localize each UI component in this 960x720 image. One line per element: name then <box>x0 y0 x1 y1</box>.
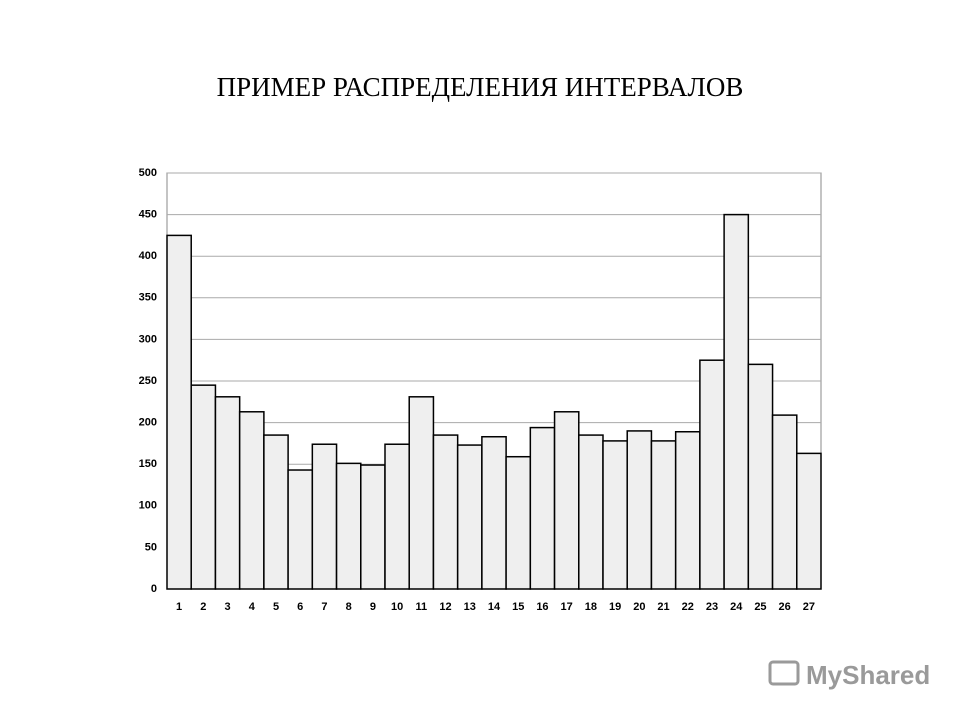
x-tick-label: 21 <box>657 601 669 613</box>
bar <box>311 443 338 590</box>
bar <box>529 426 556 590</box>
x-tick-label: 17 <box>561 601 573 613</box>
x-tick-label: 14 <box>488 601 501 613</box>
x-tick-label: 26 <box>779 601 791 613</box>
x-tick-label: 15 <box>512 601 524 613</box>
bar <box>723 213 750 590</box>
x-tick-label: 11 <box>416 601 428 613</box>
x-tick-label: 1 <box>176 601 182 613</box>
bar <box>214 396 241 590</box>
bar <box>626 430 653 590</box>
bar <box>238 411 265 590</box>
bar <box>481 435 507 590</box>
x-tick-label: 25 <box>754 601 766 613</box>
x-tick-label: 6 <box>297 601 303 613</box>
x-tick-label: 20 <box>633 601 645 613</box>
x-tick-label: 12 <box>439 601 451 613</box>
x-tick-label: 8 <box>346 601 352 613</box>
bar <box>771 414 798 590</box>
y-tick-label: 100 <box>139 500 157 512</box>
x-tick-label: 5 <box>273 601 279 613</box>
bar <box>699 359 725 590</box>
y-tick-label: 300 <box>139 333 157 345</box>
bar <box>578 434 604 590</box>
y-tick-label: 0 <box>151 583 157 595</box>
x-tick-label: 3 <box>224 601 230 613</box>
x-tick-label: 23 <box>706 601 718 613</box>
y-tick-label: 450 <box>139 209 157 221</box>
bar <box>360 464 386 590</box>
bar <box>747 363 774 590</box>
y-tick-label: 150 <box>139 458 157 470</box>
x-tick-label: 27 <box>803 601 815 613</box>
x-tick-label: 2 <box>200 601 206 613</box>
y-tick-label: 400 <box>139 250 157 262</box>
y-tick-label: 50 <box>145 541 157 553</box>
x-tick-label: 4 <box>249 601 256 613</box>
y-tick-label: 250 <box>139 375 157 387</box>
watermark: MyShared <box>806 660 930 690</box>
bar <box>456 444 483 590</box>
bar <box>287 469 314 590</box>
y-tick-label: 200 <box>139 417 157 429</box>
bar <box>505 455 532 590</box>
logo-icon <box>768 660 800 686</box>
bar <box>650 440 677 590</box>
bar <box>263 434 289 590</box>
bar <box>166 234 192 590</box>
chart-title: ПРИМЕР РАСПРЕДЕЛЕНИЯ ИНТЕРВАЛОВ <box>217 72 744 102</box>
x-tick-label: 10 <box>391 601 403 613</box>
x-tick-label: 19 <box>609 601 621 613</box>
x-tick-label: 13 <box>464 601 476 613</box>
bar <box>384 443 410 590</box>
bar <box>408 396 435 590</box>
bar <box>796 452 822 590</box>
x-tick-label: 22 <box>682 601 694 613</box>
bar <box>432 434 459 590</box>
watermark-logo: MyShared <box>768 660 930 690</box>
x-tick-label: 9 <box>370 601 376 613</box>
bar <box>190 384 217 590</box>
bar <box>553 411 580 590</box>
x-tick-label: 18 <box>585 601 597 613</box>
x-tick-label: 16 <box>536 601 548 613</box>
bar <box>602 440 628 590</box>
x-tick-label: 24 <box>730 601 743 613</box>
y-tick-label: 500 <box>139 167 157 179</box>
bar <box>335 462 362 590</box>
bar <box>674 431 701 590</box>
y-tick-label: 350 <box>139 292 157 304</box>
x-tick-label: 7 <box>321 601 327 613</box>
